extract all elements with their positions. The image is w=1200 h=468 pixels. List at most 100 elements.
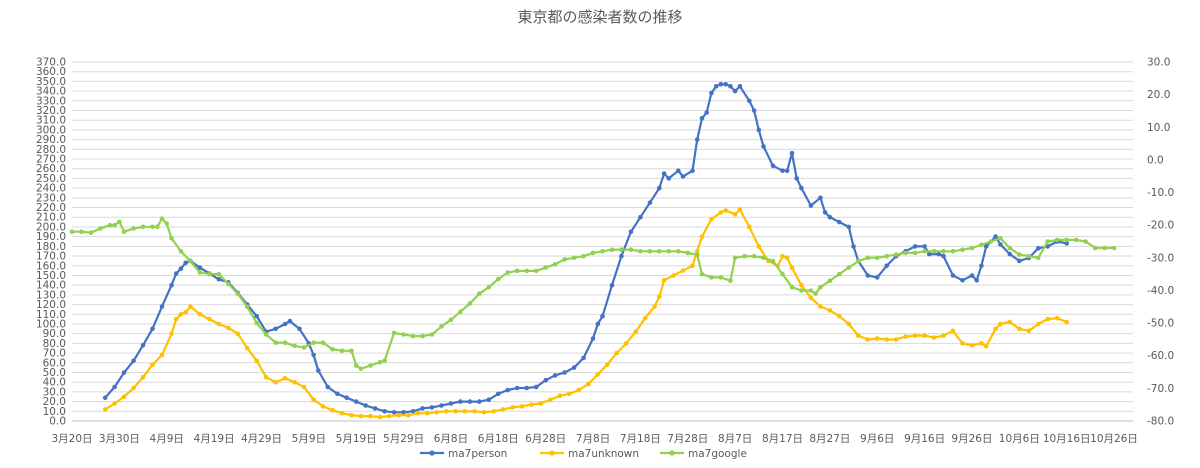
data-point (808, 295, 814, 301)
data-point (467, 399, 473, 404)
data-point (1017, 252, 1022, 257)
data-point (254, 320, 259, 326)
data-point (912, 333, 918, 338)
data-point (311, 352, 316, 358)
data-point (226, 325, 231, 331)
y-left-tick-label: 310.0 (36, 115, 66, 127)
series-group (69, 82, 1117, 420)
y-right-tick-label: -10.0 (1147, 187, 1174, 199)
data-point (571, 365, 577, 370)
y-left-tick-label: 230.0 (36, 192, 66, 204)
data-point (728, 84, 733, 89)
data-point (837, 313, 842, 319)
y-left-tick-label: 240.0 (36, 183, 66, 195)
data-point (628, 229, 634, 235)
data-point (292, 343, 297, 349)
data-point (391, 330, 397, 336)
data-point (287, 318, 293, 324)
data-point (709, 216, 714, 222)
data-point (822, 210, 828, 215)
data-point (969, 343, 975, 348)
y-right-tick-label: -80.0 (1147, 416, 1174, 428)
data-point (893, 337, 899, 342)
data-point (960, 247, 965, 252)
data-point (780, 253, 785, 259)
data-point (349, 412, 354, 418)
data-point (571, 255, 577, 261)
data-point (1007, 245, 1013, 251)
y-left-tick-label: 110.0 (36, 309, 66, 321)
data-point (410, 333, 416, 339)
data-point (235, 291, 241, 297)
x-tick-label: 5月29日 (383, 433, 424, 445)
data-point (737, 84, 743, 89)
data-point (950, 328, 956, 334)
data-point (216, 321, 222, 327)
data-point (458, 399, 463, 404)
data-point (562, 257, 567, 262)
y-left-tick-label: 250.0 (36, 173, 66, 185)
data-point (292, 379, 297, 385)
data-point (543, 377, 548, 383)
data-point (1045, 239, 1050, 244)
data-point (818, 284, 823, 290)
x-tick-label: 7月8日 (576, 433, 610, 445)
legend-item-ma7person: ma7person (420, 448, 507, 460)
data-point (960, 341, 965, 346)
y-left-tick-label: 360.0 (36, 66, 66, 78)
y-left-tick-label: 50.0 (43, 367, 66, 379)
data-point (1007, 319, 1013, 325)
data-point (514, 385, 520, 391)
data-point (718, 275, 724, 280)
data-point (396, 412, 402, 418)
data-point (235, 331, 241, 337)
data-point (685, 250, 691, 256)
data-point (1092, 245, 1098, 251)
data-point (79, 229, 84, 234)
data-point (941, 333, 946, 338)
y-right-tick-label: 30.0 (1147, 57, 1170, 69)
data-point (998, 235, 1003, 241)
data-point (448, 317, 454, 323)
y-left-tick-label: 170.0 (36, 251, 66, 263)
data-point (316, 368, 321, 373)
series-ma7unknown (102, 207, 1069, 420)
data-point (865, 273, 871, 278)
data-point (320, 340, 326, 346)
data-point (1036, 321, 1041, 327)
data-point (112, 222, 117, 228)
data-point (960, 278, 965, 283)
data-point (846, 321, 852, 327)
data-point (941, 249, 946, 254)
data-point (1083, 239, 1088, 244)
data-point (770, 258, 776, 264)
x-tick-label: 6月28日 (525, 433, 566, 445)
data-point (936, 251, 942, 257)
data-point (1017, 326, 1022, 332)
x-tick-label: 10月16日 (1043, 433, 1091, 445)
data-point (311, 340, 316, 346)
x-tick-label: 3月30日 (99, 433, 140, 445)
data-point (533, 268, 539, 274)
data-point (424, 410, 430, 416)
data-point (789, 265, 795, 271)
data-point (699, 234, 705, 239)
data-point (647, 249, 653, 254)
data-point (226, 281, 231, 287)
data-point (207, 316, 212, 322)
data-point (349, 348, 354, 354)
data-point (368, 363, 373, 368)
data-point (88, 230, 94, 235)
data-point (988, 239, 994, 244)
data-point (799, 288, 804, 293)
y-right-tick-label: -40.0 (1147, 285, 1174, 297)
data-point (998, 242, 1003, 247)
data-point (69, 229, 75, 234)
data-point (600, 249, 605, 254)
x-tick-label: 8月17日 (762, 433, 803, 445)
data-point (581, 355, 586, 361)
data-point (979, 341, 984, 346)
data-point (382, 358, 387, 363)
y-left-tick-label: 100.0 (36, 318, 66, 330)
